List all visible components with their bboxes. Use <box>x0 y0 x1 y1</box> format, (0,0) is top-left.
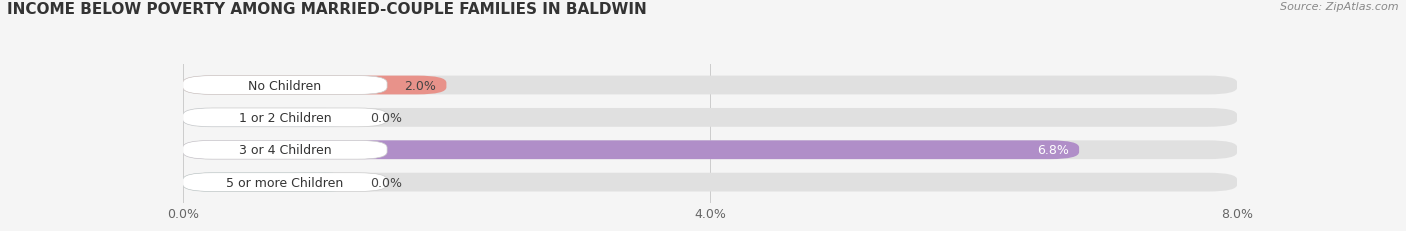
Text: 5 or more Children: 5 or more Children <box>226 176 343 189</box>
FancyBboxPatch shape <box>183 173 387 192</box>
Text: INCOME BELOW POVERTY AMONG MARRIED-COUPLE FAMILIES IN BALDWIN: INCOME BELOW POVERTY AMONG MARRIED-COUPL… <box>7 2 647 17</box>
Text: 0.0%: 0.0% <box>370 111 402 124</box>
FancyBboxPatch shape <box>183 76 447 95</box>
FancyBboxPatch shape <box>183 141 1237 159</box>
FancyBboxPatch shape <box>183 173 354 192</box>
Text: 1 or 2 Children: 1 or 2 Children <box>239 111 332 124</box>
FancyBboxPatch shape <box>183 76 1237 95</box>
FancyBboxPatch shape <box>183 76 387 95</box>
FancyBboxPatch shape <box>183 109 1237 127</box>
FancyBboxPatch shape <box>183 173 1237 192</box>
Text: No Children: No Children <box>249 79 322 92</box>
Text: 6.8%: 6.8% <box>1036 144 1069 157</box>
FancyBboxPatch shape <box>183 141 1080 159</box>
FancyBboxPatch shape <box>183 109 387 127</box>
FancyBboxPatch shape <box>183 141 387 159</box>
FancyBboxPatch shape <box>183 109 354 127</box>
Text: 2.0%: 2.0% <box>404 79 436 92</box>
Text: 0.0%: 0.0% <box>370 176 402 189</box>
Text: 3 or 4 Children: 3 or 4 Children <box>239 144 332 157</box>
Text: Source: ZipAtlas.com: Source: ZipAtlas.com <box>1281 2 1399 12</box>
